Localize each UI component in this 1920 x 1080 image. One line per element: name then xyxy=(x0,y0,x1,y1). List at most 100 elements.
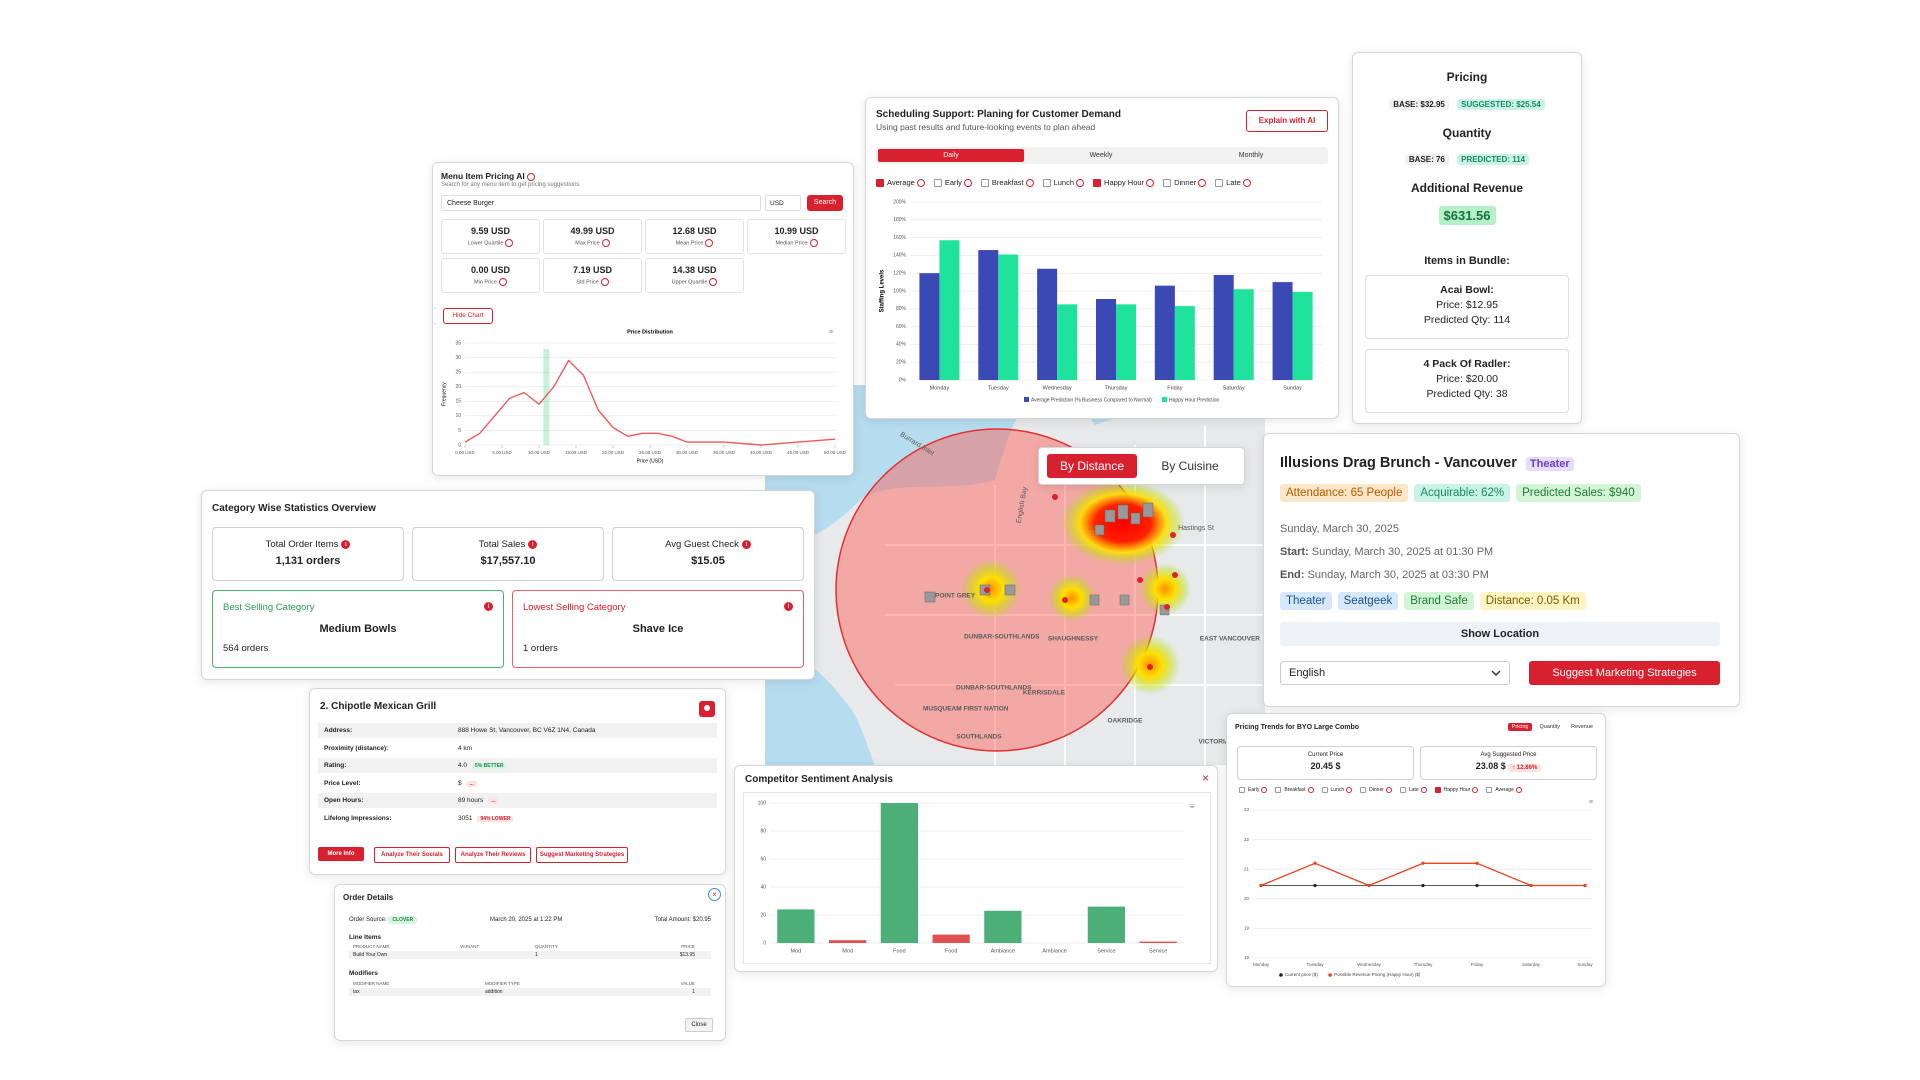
close-button[interactable]: Close xyxy=(685,1018,713,1032)
explain-ai-button[interactable]: Explain with AI xyxy=(1246,110,1328,132)
row-value: 4.0 5% BETTER xyxy=(458,758,507,774)
bar xyxy=(998,254,1019,380)
x-tick-label: Mod xyxy=(842,948,853,954)
place-label: Hastings St xyxy=(1178,525,1214,532)
checkbox[interactable] xyxy=(1239,787,1245,793)
filter-option[interactable]: Happy Hour xyxy=(1093,178,1155,188)
filter-option[interactable]: Happy Hour xyxy=(1434,787,1479,793)
x-tick-label: 10.00 USD xyxy=(528,450,551,455)
filter-row: Early Breakfast Lunch Dinner Late Happy Hour A… xyxy=(1239,787,1530,793)
tab[interactable]: Monthly xyxy=(1178,149,1324,162)
close-icon[interactable]: × xyxy=(1201,771,1209,785)
place-label: DUNBAR-SOUTHLANDS xyxy=(964,634,1040,641)
lowest-category-card: Lowest Selling Category i Shave Ice 1 or… xyxy=(512,590,804,668)
stat-card: Avg Suggested Price 23.08 $ ↑ 12.86% xyxy=(1420,746,1597,780)
checkbox[interactable] xyxy=(1399,787,1406,793)
y-axis-label: Staffing Levels xyxy=(880,269,886,312)
event-tag: Theater xyxy=(1280,592,1332,610)
x-tick-label: 0.00 USD xyxy=(455,450,475,455)
filter-option[interactable]: Lunch xyxy=(1321,787,1353,794)
stat-label: Mean Price xyxy=(675,240,704,247)
checkbox[interactable] xyxy=(1163,179,1172,188)
info-icon xyxy=(1025,179,1034,188)
stat-value: 12.68 USD xyxy=(672,226,717,236)
y-tick-label: 140% xyxy=(893,253,906,259)
suggest-strategies-button[interactable]: Suggest Marketing Strategies xyxy=(1529,661,1720,685)
detail-row: Price Level: $... xyxy=(318,776,717,791)
x-tick-label: Service xyxy=(1097,948,1115,954)
action-button[interactable]: Analyze Their Socials xyxy=(374,847,450,863)
language-select[interactable]: English xyxy=(1280,661,1510,685)
row-badge: 5% BETTER xyxy=(472,763,507,769)
hide-chart-button[interactable]: Hide Chart xyxy=(443,308,493,324)
filter-option[interactable]: Late xyxy=(1215,178,1251,188)
checkbox[interactable] xyxy=(1042,179,1051,188)
category-count: 564 orders xyxy=(223,643,269,654)
filter-option[interactable]: Early xyxy=(933,178,972,188)
filter-option[interactable]: Average xyxy=(876,178,925,188)
currency-select[interactable]: USD xyxy=(765,195,801,211)
info-icon xyxy=(709,278,718,286)
search-button[interactable]: Search xyxy=(807,195,843,211)
checkbox[interactable] xyxy=(1321,787,1328,793)
info-icon xyxy=(505,239,514,247)
filter-option[interactable]: Breakfast xyxy=(1275,787,1314,793)
map-mode-button[interactable]: By Cuisine xyxy=(1145,454,1235,478)
trend-point xyxy=(1475,883,1479,888)
action-button[interactable]: Suggest Marketing Strategies xyxy=(536,847,628,863)
stat-label-row: Total Sales i xyxy=(413,539,603,550)
place-label: EAST VANCOUVER xyxy=(1200,636,1260,643)
action-button[interactable]: Analyze Their Reviews xyxy=(455,847,531,863)
section-label: Additional Revenue xyxy=(1410,181,1523,195)
filter-option[interactable]: Average xyxy=(1486,787,1522,793)
filter-label: Late xyxy=(1408,787,1419,794)
info-icon xyxy=(705,239,714,247)
detail-row: Rating: 4.0 5% BETTER xyxy=(318,758,717,773)
tab[interactable]: Weekly xyxy=(1028,149,1174,162)
scheduling-panel: Scheduling Support: Planing for Customer… xyxy=(865,97,1339,419)
filter-option[interactable]: Dinner xyxy=(1360,787,1392,793)
event-metric: Predicted Sales: $940 xyxy=(1516,484,1641,502)
mode-label: By Distance xyxy=(1059,459,1125,473)
bar xyxy=(919,273,940,380)
y-axis-label: Frequency xyxy=(441,382,447,406)
search-input[interactable]: Cheese Burger xyxy=(441,195,761,211)
section-label: Line Items xyxy=(349,934,382,941)
x-tick-label: Tuesday xyxy=(988,385,1009,391)
checkbox[interactable] xyxy=(933,179,942,188)
tab-label: Weekly xyxy=(1089,152,1113,159)
checkbox[interactable] xyxy=(1215,179,1224,188)
y-tick-label: 80% xyxy=(896,306,907,312)
tab[interactable]: Quantity xyxy=(1535,723,1563,731)
show-location-button[interactable]: Show Location xyxy=(1280,622,1720,646)
checkbox[interactable] xyxy=(876,179,884,188)
tab[interactable]: Pricing xyxy=(1507,723,1533,731)
filter-option[interactable]: Breakfast xyxy=(980,178,1034,188)
event-date: Sunday, March 30, 2025 xyxy=(1280,523,1400,535)
event-tag: Brand Safe xyxy=(1404,592,1474,610)
row-badge: 94% LOWER xyxy=(477,815,514,822)
filter-option[interactable]: Dinner xyxy=(1163,178,1207,188)
action-button[interactable]: More Info xyxy=(318,847,364,861)
close-icon[interactable]: × xyxy=(708,888,721,901)
location-icon[interactable] xyxy=(699,701,715,717)
x-tick-label: 45.00 USD xyxy=(787,450,810,455)
filter-option[interactable]: Early xyxy=(1239,787,1268,793)
checkbox[interactable] xyxy=(1434,787,1441,793)
checkbox[interactable] xyxy=(1486,787,1493,793)
checkbox[interactable] xyxy=(980,179,989,188)
checkbox[interactable] xyxy=(1275,787,1282,793)
filter-option[interactable]: Late xyxy=(1399,787,1427,794)
tab-bar: Pricing Quantity Revenue xyxy=(1505,723,1597,731)
tab[interactable]: Daily xyxy=(878,149,1024,162)
checkbox[interactable] xyxy=(1093,179,1102,188)
filter-label: Lunch xyxy=(1330,787,1345,794)
tab[interactable]: Revenue xyxy=(1567,723,1597,731)
info-icon xyxy=(498,278,507,286)
filter-option[interactable]: Lunch xyxy=(1042,178,1085,188)
checkbox[interactable] xyxy=(1360,787,1367,793)
map-mode-button[interactable]: By Distance xyxy=(1047,454,1137,478)
filter-label: Early xyxy=(944,178,962,187)
y-tick-label: 60 xyxy=(760,856,766,862)
